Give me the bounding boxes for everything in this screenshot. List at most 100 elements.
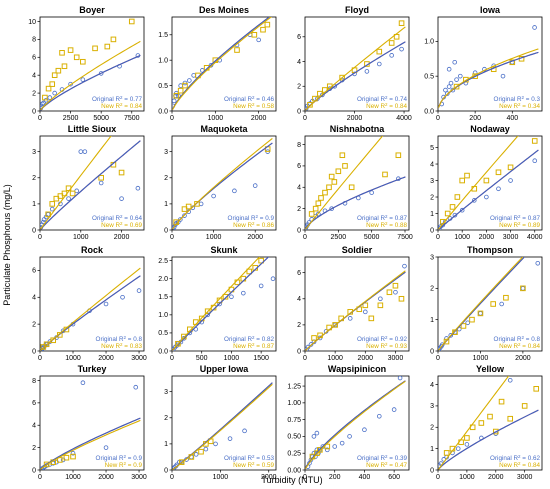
x-tick-label: 2000 (347, 115, 363, 122)
original-point (448, 80, 454, 86)
new-point (398, 20, 405, 26)
y-tick-label: 0.50 (287, 434, 301, 441)
new-point (178, 459, 185, 465)
x-tick-label: 0 (38, 115, 42, 122)
y-tick-label: 0 (32, 348, 36, 355)
new-point (376, 48, 383, 55)
x-tick-label: 1000 (65, 355, 81, 362)
panel-maquoketa: Maquoketa 0 1000 2000 0 1 2 3 Original R2 = 0.9N… (164, 124, 277, 241)
y-tick-label: 0 (430, 227, 434, 234)
new-point (459, 177, 465, 184)
r2-new-label: New R2 = 0.59 (233, 461, 274, 469)
original-point (60, 328, 66, 334)
y-tick-label: 0.0 (158, 108, 168, 115)
x-tick-label: 2000 (488, 474, 504, 481)
original-point (402, 263, 407, 269)
x-tick-label: 3000 (517, 474, 533, 481)
y-tick-label: 2 (32, 445, 36, 452)
y-tick-label: 1 (430, 317, 434, 324)
new-point (216, 297, 223, 304)
x-tick-label: 2500 (331, 234, 347, 241)
original-point (172, 226, 176, 230)
panel-turkey: Turkey 0 1000 2000 3000 0 2 4 6 8 Original R2 = 0.… (32, 364, 147, 481)
original-point (70, 450, 76, 456)
r2-original-label: Original R2 = 0.87 (357, 214, 407, 222)
y-tick-label: 4 (32, 72, 36, 79)
new-point (315, 200, 322, 207)
new-point (49, 81, 56, 87)
x-tick-label: 200 (469, 115, 481, 122)
x-tick-label: 1500 (253, 355, 269, 362)
new-point (118, 169, 125, 176)
plot-area (172, 138, 273, 230)
new-point (312, 205, 319, 212)
fit-curve-original (438, 409, 539, 470)
panel-iowa: Iowa 0 200 400 0.0 0.5 1.0 Original R2 = 0.3New… (424, 5, 543, 122)
fit-curve-new (305, 380, 406, 469)
new-point (43, 341, 50, 348)
x-tick-label: 1000 (454, 234, 470, 241)
y-tick-label: 0.0 (158, 348, 168, 355)
y-tick-label: 2 (430, 286, 434, 293)
new-point (495, 169, 502, 176)
y-tick-label: 2 (430, 194, 434, 201)
y-tick-label: 0.5 (158, 83, 168, 90)
original-point (98, 180, 104, 186)
fit-curve-new (172, 257, 261, 351)
original-point (178, 83, 183, 88)
x-tick-label: 4000 (527, 234, 543, 241)
x-tick-label: 2000 (358, 355, 374, 362)
r2-original-label: Original R2 = 0.9 (228, 214, 275, 222)
fit-curve-new (172, 17, 273, 110)
fit-curve-new (305, 270, 406, 351)
original-point (41, 100, 46, 106)
plot-frame (171, 256, 277, 352)
r2-original-label: Original R2 = 0.53 (224, 454, 274, 462)
original-point (324, 447, 330, 453)
new-point (362, 302, 369, 309)
original-point (40, 101, 45, 107)
original-point (464, 442, 470, 447)
y-tick-label: 2 (297, 322, 301, 329)
fit-curve-new (438, 48, 539, 108)
y-tick-label: 8 (32, 378, 36, 385)
x-tick-label: 200 (329, 474, 341, 481)
r2-original-label: Original R2 = 0.74 (357, 95, 407, 103)
new-point (317, 447, 323, 453)
r2-new-label: New R2 = 0.84 (101, 102, 142, 110)
r2-new-label: New R2 = 0.34 (499, 102, 540, 110)
y-tick-label: 4 (430, 382, 434, 389)
original-point (211, 193, 216, 199)
original-point (242, 428, 247, 434)
original-point (120, 294, 125, 300)
y-tick-label: 1 (32, 201, 36, 208)
r2-new-label: New R2 = 0.47 (366, 461, 407, 469)
panel-title: Nishnabotna (330, 124, 385, 134)
y-tick-label: 1.0 (424, 39, 434, 46)
x-tick-label: 2000 (98, 355, 114, 362)
new-point (498, 398, 505, 405)
y-tick-label: 2 (164, 175, 168, 182)
original-point (187, 78, 192, 83)
x-tick-label: 2000 (114, 234, 130, 241)
r2-new-label: New R2 = 0.86 (233, 221, 274, 229)
x-tick-label: 0 (170, 115, 174, 122)
y-tick-label: 0 (32, 108, 36, 115)
panel-little-sioux: Little Sioux 0 1000 2000 0 1 2 3 Original R2 = 0… (32, 124, 145, 241)
new-point (258, 257, 264, 264)
new-point (460, 323, 467, 329)
original-point (332, 444, 338, 449)
new-point (449, 204, 456, 210)
y-tick-label: 1.5 (158, 294, 168, 301)
y-tick-label: 6 (297, 34, 301, 41)
x-tick-label: 0 (436, 355, 440, 362)
new-point (326, 184, 332, 191)
panel-wapsipinicon: Wapsipinicon 0 200 400 600 0.00 0.25 0.50 0.75 1.… (287, 364, 410, 481)
new-point (110, 36, 117, 43)
y-tick-label: 4 (297, 185, 301, 192)
x-tick-label: 2000 (515, 355, 531, 362)
plot-frame (171, 135, 277, 231)
x-tick-label: 3000 (388, 355, 404, 362)
x-tick-label: 3000 (503, 234, 519, 241)
new-point (392, 282, 399, 289)
